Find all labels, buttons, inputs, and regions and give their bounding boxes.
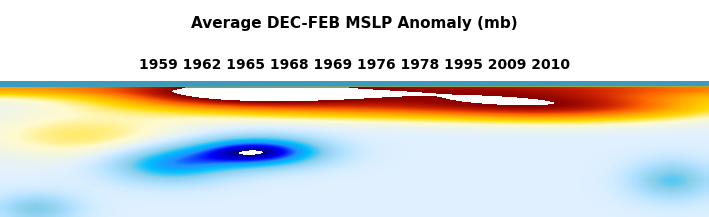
Text: 1959 1962 1965 1968 1969 1976 1978 1995 2009 2010: 1959 1962 1965 1968 1969 1976 1978 1995 … — [139, 58, 570, 72]
Text: Average DEC-FEB MSLP Anomaly (mb): Average DEC-FEB MSLP Anomaly (mb) — [191, 16, 518, 31]
